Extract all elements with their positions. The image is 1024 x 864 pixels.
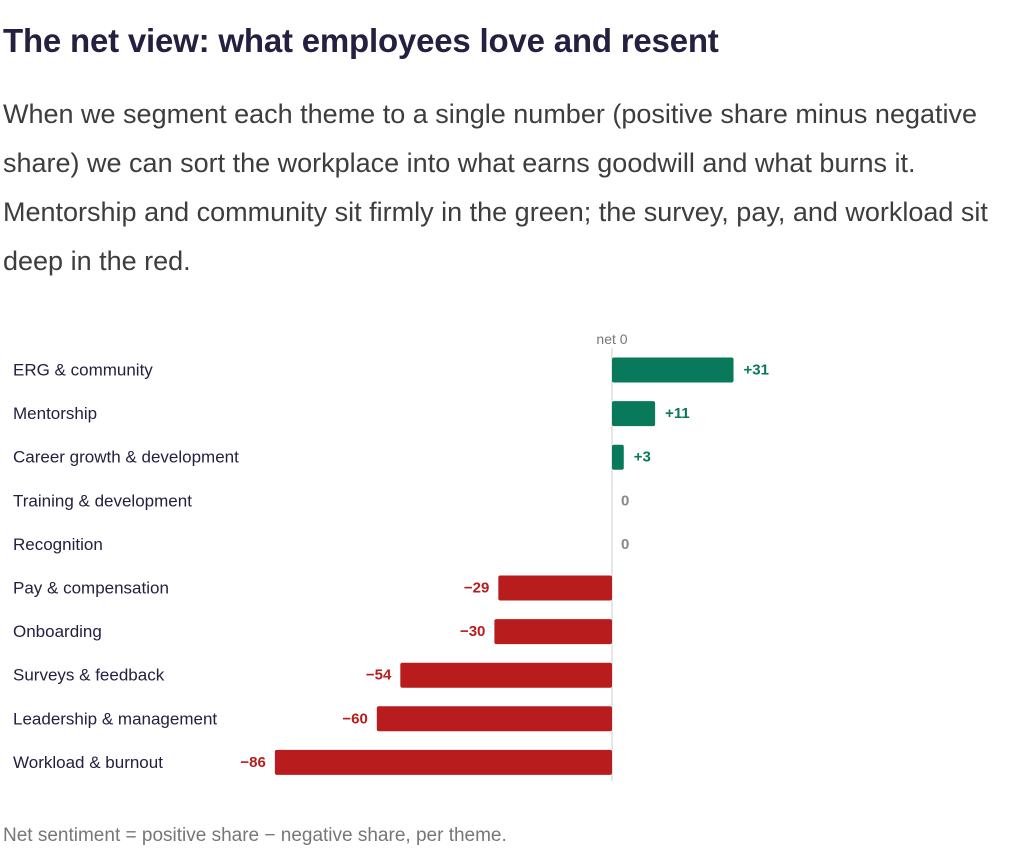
- value-label: +3: [634, 449, 651, 466]
- intro-paragraph: When we segment each theme to a single n…: [3, 99, 988, 276]
- category-label: Workload & burnout: [13, 753, 163, 772]
- value-label: +11: [665, 405, 690, 422]
- value-label: −60: [342, 710, 367, 727]
- category-label: Career growth & development: [13, 448, 239, 467]
- bar: [612, 401, 656, 427]
- footnote: Net sentiment = positive share − negativ…: [3, 825, 507, 846]
- page-title: The net view: what employees love and re…: [3, 22, 719, 59]
- value-label: −54: [366, 667, 392, 684]
- net-sentiment-chart: net 0 ERG & community +31 Mentorship +11 Care…: [0, 320, 1024, 790]
- bar: [376, 706, 612, 732]
- value-label: −30: [460, 623, 485, 640]
- bar: [274, 749, 612, 775]
- value-label: −29: [464, 580, 489, 597]
- bar: [612, 357, 734, 383]
- category-label: Leadership & management: [13, 709, 217, 728]
- category-label: Mentorship: [13, 404, 97, 423]
- category-label: Onboarding: [13, 622, 102, 641]
- category-label: Pay & compensation: [13, 579, 169, 598]
- zero-axis-label: net 0: [596, 331, 627, 347]
- value-label: +31: [744, 362, 769, 379]
- net-sentiment-chart-svg: net 0 ERG & community +31 Mentorship +11 Care…: [13, 331, 769, 781]
- bar: [498, 575, 612, 601]
- value-label: −86: [240, 754, 265, 771]
- value-label: 0: [621, 492, 629, 509]
- bar: [494, 619, 612, 645]
- value-label: 0: [621, 536, 629, 553]
- bar: [400, 662, 612, 688]
- category-label: Training & development: [13, 491, 192, 510]
- bar: [612, 444, 624, 470]
- category-label: Recognition: [13, 535, 103, 554]
- category-label: ERG & community: [13, 361, 153, 380]
- category-label: Surveys & feedback: [13, 666, 165, 685]
